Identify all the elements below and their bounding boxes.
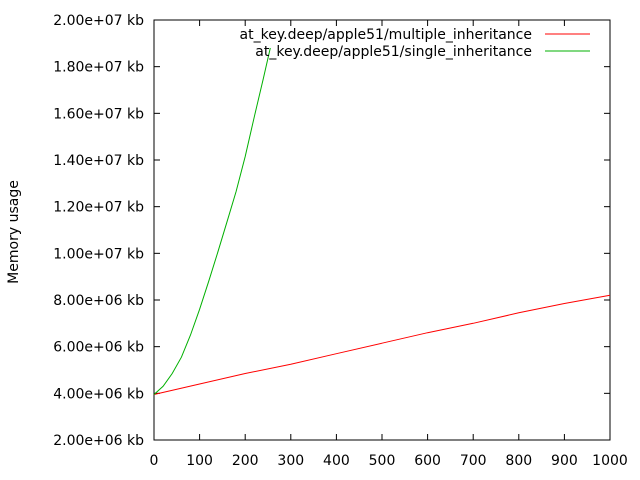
x-tick-label: 400	[323, 453, 350, 469]
legend-label: at_key.deep/apple51/multiple_inheritance	[240, 27, 532, 43]
x-tick-label: 600	[414, 453, 441, 469]
y-tick-label: 8.00e+06 kb	[53, 293, 144, 309]
y-tick-label: 1.60e+07 kb	[53, 106, 144, 122]
y-tick-label: 1.20e+07 kb	[53, 200, 144, 216]
series-layer	[153, 47, 611, 395]
legend-label: at_key.deep/apple51/single_inheritance	[255, 44, 532, 60]
series-line-0	[153, 294, 611, 395]
y-axis: 2.00e+06 kb 4.00e+06 kb 6.00e+06 kb 8.00e+0…	[53, 13, 610, 449]
x-tick-label: 1000	[592, 453, 628, 469]
y-tick-label: 2.00e+06 kb	[53, 433, 144, 449]
plot-frame	[153, 19, 611, 441]
x-tick-label: 700	[460, 453, 487, 469]
x-tick-label: 0	[150, 453, 159, 469]
x-tick-label: 800	[505, 453, 532, 469]
y-tick-label: 4.00e+06 kb	[53, 386, 144, 402]
y-axis-title: Memory usage	[6, 180, 22, 284]
x-tick-label: 500	[369, 453, 396, 469]
series-line-1	[153, 47, 271, 395]
legend: at_key.deep/apple51/multiple_inheritance…	[240, 27, 590, 60]
y-tick-label: 2.00e+07 kb	[53, 13, 144, 29]
y-tick-label: 6.00e+06 kb	[53, 340, 144, 356]
x-tick-label: 200	[232, 453, 259, 469]
y-tick-label: 1.40e+07 kb	[53, 153, 144, 169]
x-tick-label: 900	[551, 453, 578, 469]
y-tick-label: 1.80e+07 kb	[53, 60, 144, 76]
y-tick-label: 1.00e+07 kb	[53, 246, 144, 262]
x-tick-label: 300	[277, 453, 304, 469]
x-tick-label: 100	[186, 453, 213, 469]
x-axis: 0 100 200 300 400 500 600 700 800 900 1000	[150, 20, 628, 469]
